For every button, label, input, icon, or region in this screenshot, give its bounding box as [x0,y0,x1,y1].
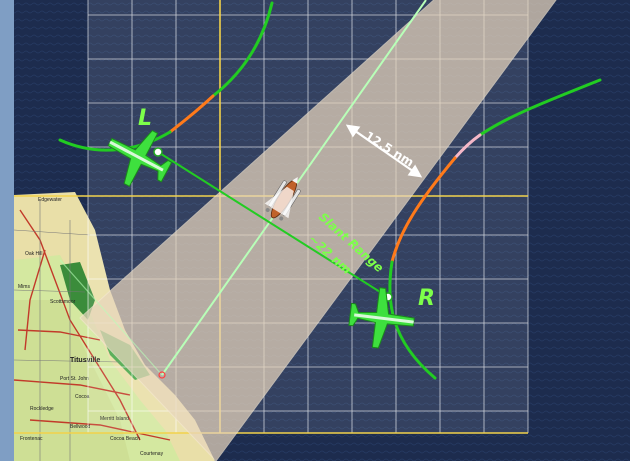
svg-text:Frontenac: Frontenac [20,436,43,442]
centerline-extension [59,259,163,376]
svg-text:Courtenay: Courtenay [140,451,164,457]
svg-text:Rockledge: Rockledge [30,406,54,412]
airplane-icon [107,129,173,188]
svg-text:Oak Hill: Oak Hill [25,251,43,257]
svg-text:Titusville: Titusville [70,357,100,364]
svg-text:Edgewater: Edgewater [38,197,62,203]
svg-text:Scottsmoor: Scottsmoor [50,299,76,305]
svg-text:Port St. John: Port St. John [60,376,89,382]
svg-text:Merritt Island: Merritt Island [100,416,129,422]
right-aircraft-label: R [418,286,435,311]
svg-text:Mims: Mims [18,284,30,290]
left-aircraft-point [153,147,163,157]
right-aircraft-track [388,78,602,380]
svg-text:Bellwood: Bellwood [70,424,91,430]
svg-text:Cocoa Beach: Cocoa Beach [110,436,140,442]
left-aircraft-label: L [138,106,152,131]
ground-track-corridor [79,0,557,461]
double-arrow-icon [345,124,423,178]
shuttle-icon [264,176,301,221]
launch-site-marker [158,371,166,379]
airplane-icon [348,287,415,349]
slant-range-line [157,151,389,298]
svg-text:Cocoa: Cocoa [75,394,90,400]
sky-strip [0,0,14,461]
